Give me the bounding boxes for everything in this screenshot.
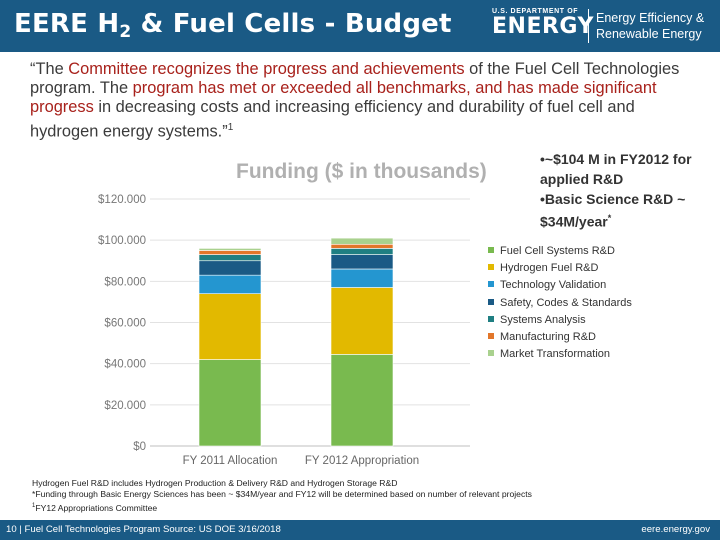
- bar-segment: [198, 274, 262, 294]
- bullet-basic-science: •Basic Science R&D ~ $34M/year*: [540, 190, 686, 231]
- legend-item: Fuel Cell Systems R&D: [488, 243, 632, 260]
- bar-segment: [198, 248, 262, 251]
- bar-segment: [330, 268, 394, 288]
- legend-swatch: [488, 332, 494, 339]
- legend-swatch: [488, 281, 494, 288]
- eere-logo-line2: Renewable Energy: [596, 27, 702, 41]
- funding-bullets: •~$104 M in FY2012 for applied R&D •Basi…: [540, 150, 712, 233]
- legend-item: Technology Validation: [488, 277, 632, 294]
- footnote-basic-energy: *Funding through Basic Energy Sciences h…: [32, 489, 532, 500]
- legend-label: Systems Analysis: [500, 313, 586, 326]
- legend-label: Market Transformation: [500, 348, 611, 361]
- legend-swatch: [488, 247, 494, 253]
- bar-segment: [330, 237, 394, 245]
- bar-segment: [330, 354, 394, 447]
- bar-segment: [330, 248, 394, 255]
- doe-logo: U.S. DEPARTMENT OF ENERGY: [492, 8, 594, 39]
- bar-segment: [198, 254, 262, 262]
- bar-segment: [198, 250, 262, 255]
- footnote-appropriations: 1FY12 Appropriations Committee: [32, 502, 158, 513]
- eere-logo: Energy Efficiency & Renewable Energy: [596, 10, 704, 42]
- footer-bar: 10 | Fuel Cell Technologies Program Sour…: [0, 520, 720, 540]
- y-tick-label: $0: [133, 441, 146, 453]
- bar-segment: [198, 359, 262, 447]
- header-bar: EERE H2 & Fuel Cells - Budget U.S. DEPAR…: [0, 0, 720, 52]
- legend-label: Hydrogen Fuel R&D: [500, 262, 599, 275]
- legend-label: Safety, Codes & Standards: [500, 296, 632, 309]
- bar-segment: [198, 260, 262, 276]
- legend-item: Safety, Codes & Standards: [488, 295, 632, 312]
- footnote-hydrogen: Hydrogen Fuel R&D includes Hydrogen Prod…: [32, 478, 398, 488]
- legend-item: Systems Analysis: [488, 312, 632, 329]
- chart-legend: Fuel Cell Systems R&D Hydrogen Fuel R&D Te…: [488, 243, 632, 363]
- legend-label: Fuel Cell Systems R&D: [500, 245, 615, 257]
- legend-item: Hydrogen Fuel R&D: [488, 260, 632, 277]
- y-tick-label: $20.000: [104, 400, 146, 412]
- page-title: EERE H2 & Fuel Cells - Budget: [14, 9, 452, 42]
- x-category-label: FY 2011 Allocation: [183, 455, 278, 467]
- doe-logo-small-text: U.S. DEPARTMENT OF: [492, 8, 579, 15]
- legend-swatch: [488, 350, 494, 357]
- legend-label: Technology Validation: [500, 279, 607, 292]
- x-category-label: FY 2012 Appropriation: [305, 455, 419, 467]
- legend-swatch: [488, 264, 494, 271]
- bar-segment: [330, 243, 394, 249]
- legend-item: Market Transformation: [488, 346, 632, 363]
- bar-segment: [330, 254, 394, 270]
- y-tick-label: $120.000: [98, 194, 146, 206]
- committee-quote: “The Committee recognizes the progress a…: [30, 60, 680, 141]
- chart-title: Funding ($ in thousands): [236, 160, 487, 183]
- legend-swatch: [488, 315, 494, 322]
- y-tick-label: $60.000: [104, 318, 146, 330]
- legend-label: Manufacturing R&D: [500, 330, 596, 343]
- footer-source: 10 | Fuel Cell Technologies Program Sour…: [6, 524, 281, 535]
- y-tick-label: $80.000: [104, 276, 146, 288]
- y-tick-label: $100.000: [98, 235, 146, 247]
- bar-segment: [330, 287, 394, 355]
- doe-logo-big-text: ENERGY: [492, 14, 594, 39]
- eere-logo-line1: Energy Efficiency &: [596, 11, 705, 25]
- bar-segment: [198, 293, 262, 360]
- footer-site-link[interactable]: eere.energy.gov: [641, 524, 710, 535]
- legend-swatch: [488, 298, 494, 305]
- footnotes: Hydrogen Fuel R&D includes Hydrogen Prod…: [32, 478, 532, 514]
- logo-divider: [588, 9, 589, 43]
- y-tick-label: $40.000: [104, 359, 146, 371]
- legend-item: Manufacturing R&D: [488, 329, 632, 346]
- bullet-applied-rd: •~$104 M in FY2012 for applied R&D: [540, 151, 692, 187]
